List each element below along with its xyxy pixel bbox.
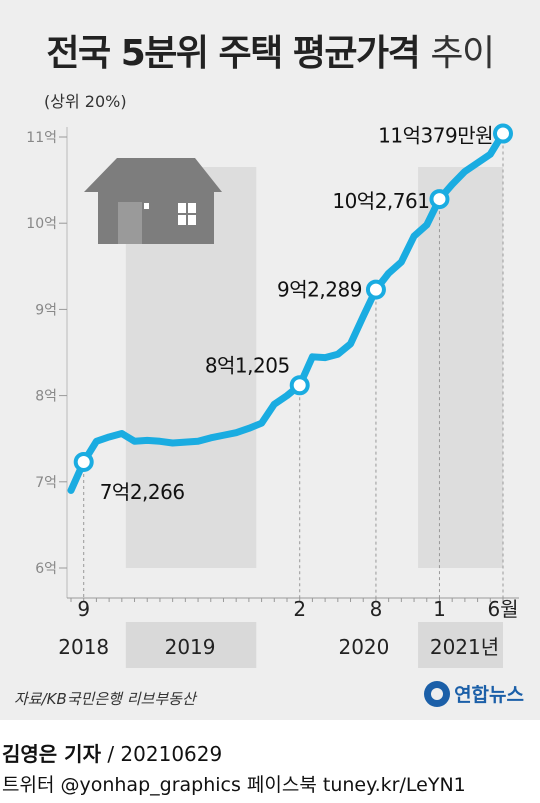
data-point-marker [289, 375, 310, 396]
data-point-marker [73, 451, 94, 472]
publisher-logo: 연합뉴스 [424, 680, 524, 707]
data-point-marker [493, 123, 513, 144]
x-tick-label: 2 [293, 597, 306, 621]
data-label: 11억379만원 [378, 124, 493, 148]
y-tick-label: 8억 [35, 389, 57, 405]
data-label: 9억2,289 [277, 278, 362, 302]
house-icon [84, 158, 222, 244]
year-label: 2021년 [430, 635, 499, 659]
data-point-marker [365, 279, 386, 300]
source-note: 자료/KB국민은행 리브부동산 [14, 690, 196, 708]
shade-2021 [418, 167, 503, 568]
y-tick-label: 6억 [35, 561, 57, 577]
x-axis: 9 2 8 1 6월 [67, 597, 519, 621]
y-tick-label: 11억 [26, 130, 57, 146]
year-labels: 2018 2019 2020 2021년 [58, 635, 499, 659]
x-tick-label: 9 [77, 597, 90, 621]
series-line [67, 130, 507, 494]
chart-subtitle: (상위 20%) [44, 92, 127, 111]
yonhap-logo-icon [424, 680, 451, 707]
chart-title-light: 추이 [430, 33, 495, 74]
annotation-markers [73, 123, 513, 472]
x-tick-label: 8 [370, 597, 383, 621]
year-band-2019 [125, 622, 257, 668]
reporter-name: 김영은 기자 [2, 742, 101, 766]
year-band-2021 [418, 622, 503, 668]
infographic-card: 전국 5분위 주택 평균가격 추이 (상위 20%) 6억 7억 8억 9억 10억 11… [0, 0, 540, 720]
y-tick-label: 7억 [35, 475, 57, 491]
chart-title-bold: 전국 5분위 주택 평균가격 [46, 33, 420, 74]
year-label: 2020 [338, 635, 389, 659]
social-links: 트위터 @yonhap_graphics 페이스북 tuney.kr/LeYN1 [2, 774, 466, 796]
byline-date: / 20210629 [100, 742, 223, 766]
byline: 김영은 기자 / 20210629 [2, 738, 222, 767]
series-line-path [67, 130, 507, 494]
x-tick-label: 1 [433, 597, 446, 621]
y-tick-label: 9억 [35, 302, 57, 318]
year-label: 2019 [165, 635, 216, 659]
logo-text: 연합뉴스 [454, 684, 524, 706]
x-tick-label: 6월 [487, 597, 518, 621]
data-point-marker [429, 189, 450, 210]
year-label: 2018 [58, 635, 109, 659]
data-label: 7억2,266 [100, 480, 185, 504]
chart-title: 전국 5분위 주택 평균가격 추이 [0, 24, 540, 76]
annotation-guides [83, 133, 504, 598]
y-tick-label: 10억 [26, 216, 57, 232]
line-chart: 6억 7억 8억 9억 10억 11억 9 2 8 1 6월 7억2,266 8억1,205 9억2,… [26, 123, 519, 668]
data-label: 8억1,205 [205, 353, 290, 377]
data-label: 10억2,761 [332, 189, 429, 213]
y-axis: 6억 7억 8억 9억 10억 11억 [26, 127, 68, 598]
annotation-labels: 7억2,266 8억1,205 9억2,289 10억2,761 11억379만원 [100, 124, 494, 504]
